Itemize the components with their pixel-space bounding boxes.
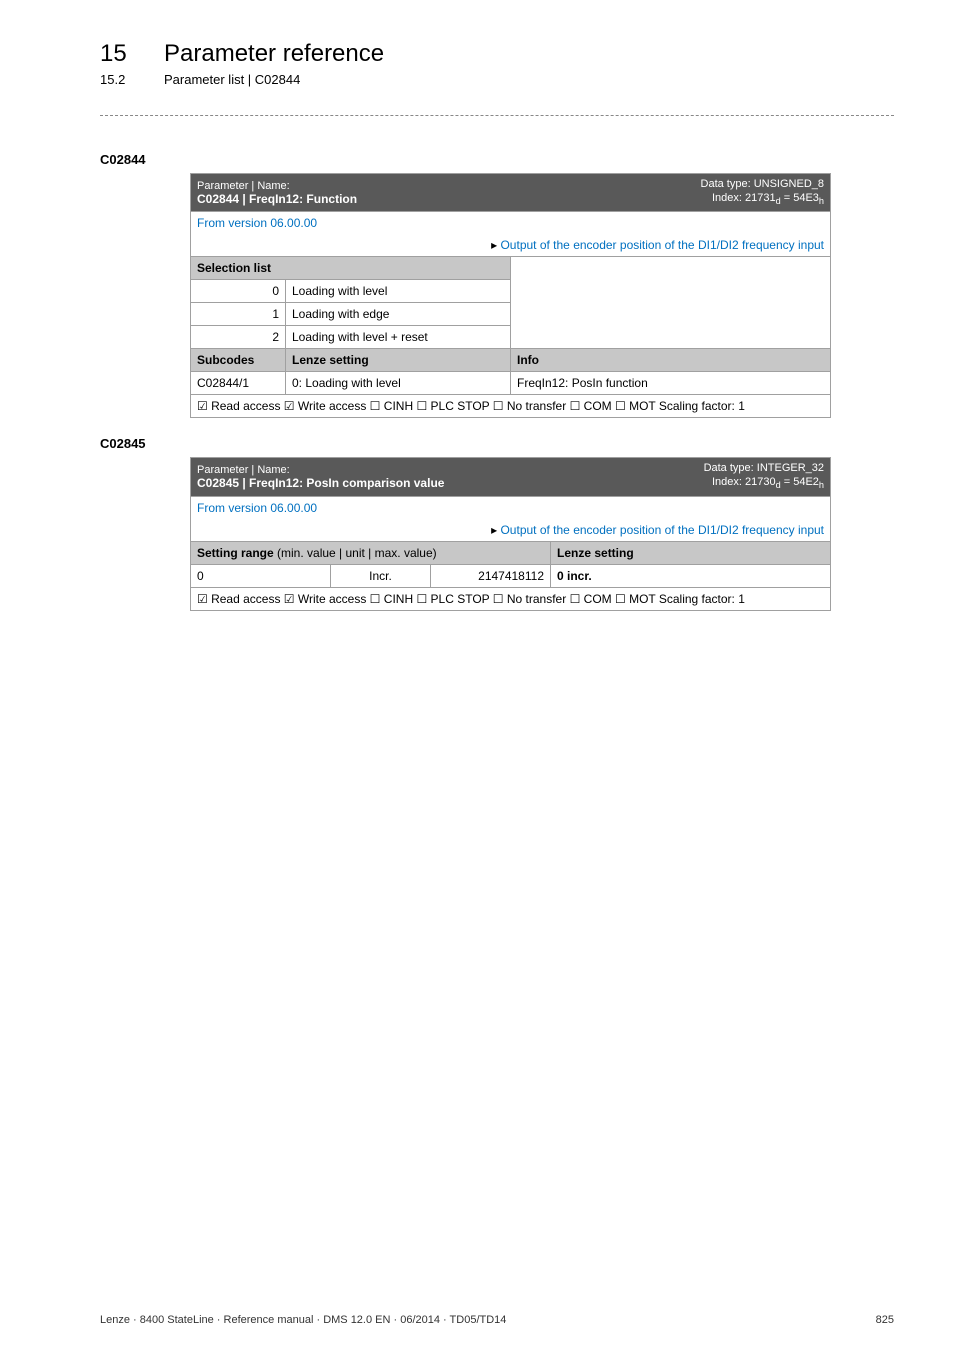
param-name: C02844 | FreqIn12: Function — [197, 192, 357, 206]
datatype-line2: Index: 21730d = 54E2h — [712, 476, 824, 488]
datatype-block: Data type: UNSIGNED_8 Index: 21731d = 54… — [701, 178, 825, 207]
chapter-header: 15 Parameter reference — [100, 40, 894, 68]
param-name-cell: Data type: UNSIGNED_8 Index: 21731d = 54… — [191, 174, 831, 212]
section-title: Parameter list | C02844 — [164, 72, 300, 87]
lenze-setting-header: Lenze setting — [286, 349, 511, 372]
param-name-prefix: Parameter | Name: — [197, 464, 290, 476]
subcode-setting: 0: Loading with level — [286, 372, 511, 395]
sel-text: Loading with level + reset — [286, 326, 511, 349]
table-row: 0 Incr. 2147418112 0 incr. — [191, 564, 831, 587]
access-flags-row: ☑ Read access ☑ Write access ☐ CINH ☐ PL… — [191, 395, 831, 418]
subcode-code: C02844/1 — [191, 372, 286, 395]
setting-min: 0 — [191, 564, 331, 587]
lenze-setting-header: Lenze setting — [551, 541, 831, 564]
sel-idx: 2 — [191, 326, 286, 349]
section-header: 15.2 Parameter list | C02844 — [100, 72, 894, 87]
footer-page-number: 825 — [876, 1314, 894, 1326]
subcode-info: FreqIn12: PosIn function — [511, 372, 831, 395]
chapter-title: Parameter reference — [164, 40, 384, 68]
footer-left: Lenze · 8400 StateLine · Reference manua… — [100, 1314, 506, 1326]
encoder-output-link[interactable]: ▸ Output of the encoder position of the … — [491, 238, 824, 252]
lenze-setting-value: 0 incr. — [551, 564, 831, 587]
divider-dashed — [100, 115, 894, 116]
datatype-line1: Data type: UNSIGNED_8 — [701, 178, 825, 190]
from-version-link[interactable]: From version 06.00.00 — [197, 216, 317, 230]
table-c02844: Data type: UNSIGNED_8 Index: 21731d = 54… — [190, 173, 831, 418]
setting-max: 2147418112 — [431, 564, 551, 587]
sel-text: Loading with edge — [286, 303, 511, 326]
section-number: 15.2 — [100, 72, 140, 87]
setting-unit: Incr. — [331, 564, 431, 587]
table-row: C02844/1 0: Loading with level FreqIn12:… — [191, 372, 831, 395]
from-version-row: From version 06.00.00 ▸ Output of the en… — [191, 212, 831, 257]
page-footer: Lenze · 8400 StateLine · Reference manua… — [100, 1314, 894, 1326]
access-flags-row: ☑ Read access ☑ Write access ☐ CINH ☐ PL… — [191, 587, 831, 610]
sel-text: Loading with level — [286, 280, 511, 303]
param-name-prefix: Parameter | Name: — [197, 180, 290, 192]
chapter-number: 15 — [100, 40, 140, 68]
from-version-link[interactable]: From version 06.00.00 — [197, 501, 317, 515]
param-heading-c02844: C02844 — [100, 152, 894, 167]
selection-list-header: Selection list — [191, 257, 511, 280]
info-header: Info — [511, 349, 831, 372]
datatype-line1: Data type: INTEGER_32 — [704, 462, 824, 474]
table-c02845: Data type: INTEGER_32 Index: 21730d = 54… — [190, 457, 831, 610]
setting-range-header: Setting range (min. value | unit | max. … — [191, 541, 551, 564]
param-name: C02845 | FreqIn12: PosIn comparison valu… — [197, 476, 444, 490]
datatype-line2: Index: 21731d = 54E3h — [712, 192, 824, 204]
datatype-block: Data type: INTEGER_32 Index: 21730d = 54… — [704, 462, 824, 491]
sel-idx: 1 — [191, 303, 286, 326]
subcodes-header: Subcodes — [191, 349, 286, 372]
encoder-output-link[interactable]: ▸ Output of the encoder position of the … — [491, 523, 824, 537]
selection-list-spacer — [511, 257, 831, 349]
param-name-cell: Data type: INTEGER_32 Index: 21730d = 54… — [191, 458, 831, 496]
sel-idx: 0 — [191, 280, 286, 303]
from-version-row: From version 06.00.00 ▸ Output of the en… — [191, 496, 831, 541]
param-heading-c02845: C02845 — [100, 436, 894, 451]
